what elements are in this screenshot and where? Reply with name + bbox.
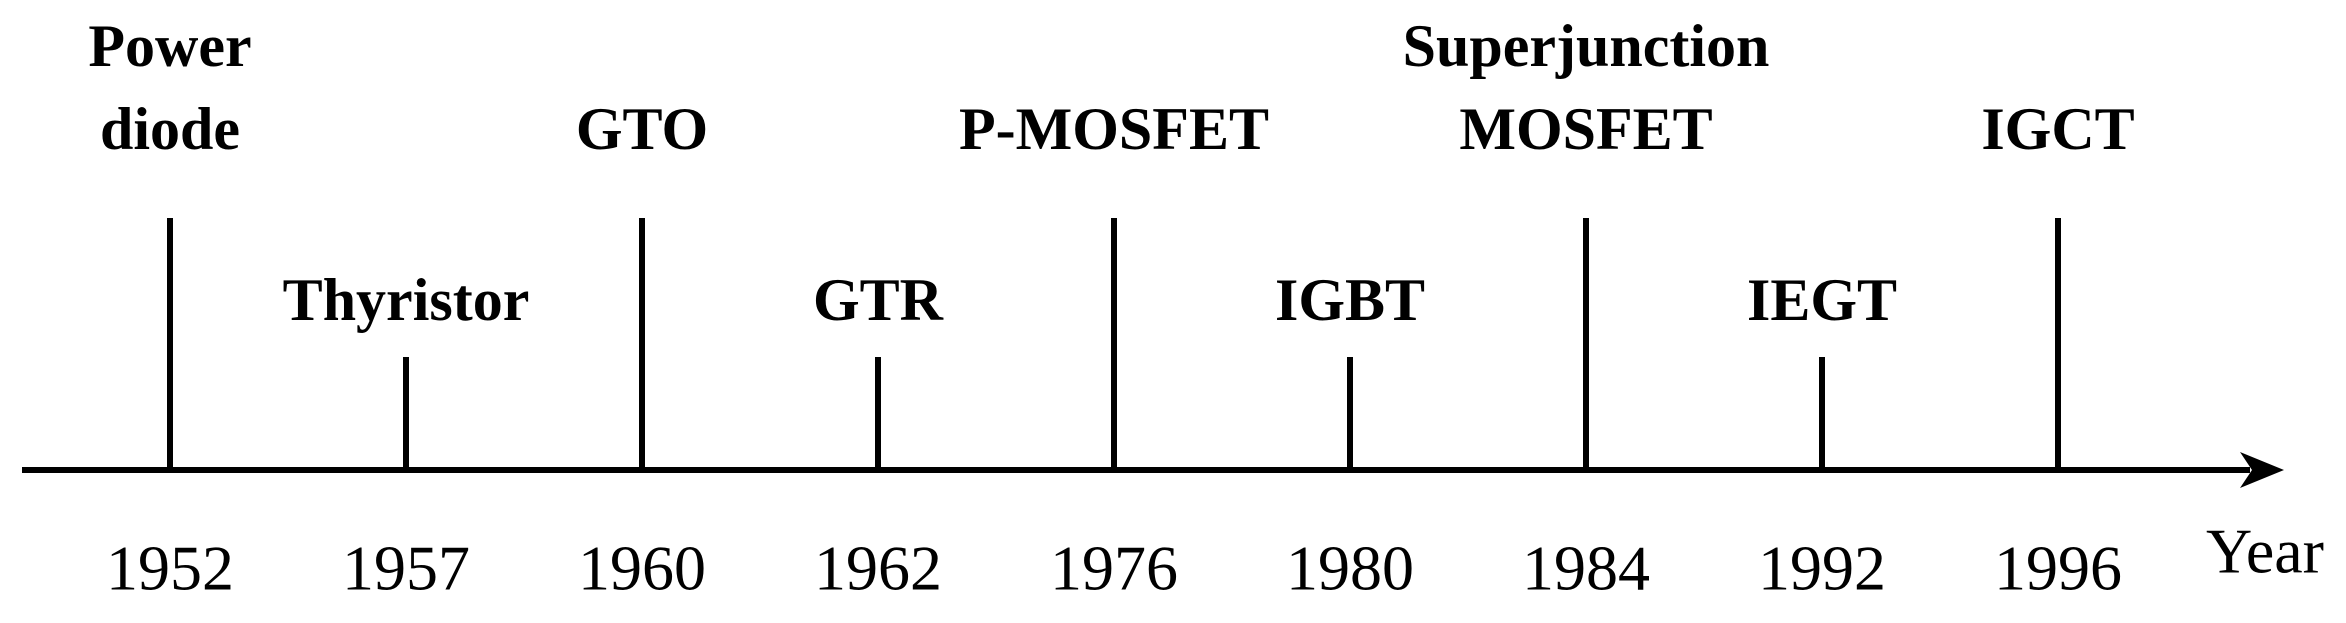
event-label: MOSFET [1459,96,1712,162]
axis-arrow [2240,452,2284,488]
year-label: 1952 [106,533,234,604]
event-label: Power [88,13,251,79]
event-label: P-MOSFET [959,96,1269,162]
event-label: GTR [813,267,944,333]
event-label: Thyristor [283,267,530,333]
year-label: 1980 [1286,533,1414,604]
year-label: 1984 [1522,533,1650,604]
year-label: 1957 [342,533,470,604]
event-label: Superjunction [1403,13,1770,79]
year-label: 1962 [814,533,942,604]
axis-label: Year [2206,516,2324,587]
event-label: IGCT [1981,96,2134,162]
year-label: 1976 [1050,533,1178,604]
event-label: IGBT [1275,267,1425,333]
event-label: GTO [576,96,708,162]
event-label: IEGT [1747,267,1897,333]
year-label: 1992 [1758,533,1886,604]
year-label: 1960 [578,533,706,604]
year-label: 1996 [1994,533,2122,604]
event-label: diode [100,96,240,162]
